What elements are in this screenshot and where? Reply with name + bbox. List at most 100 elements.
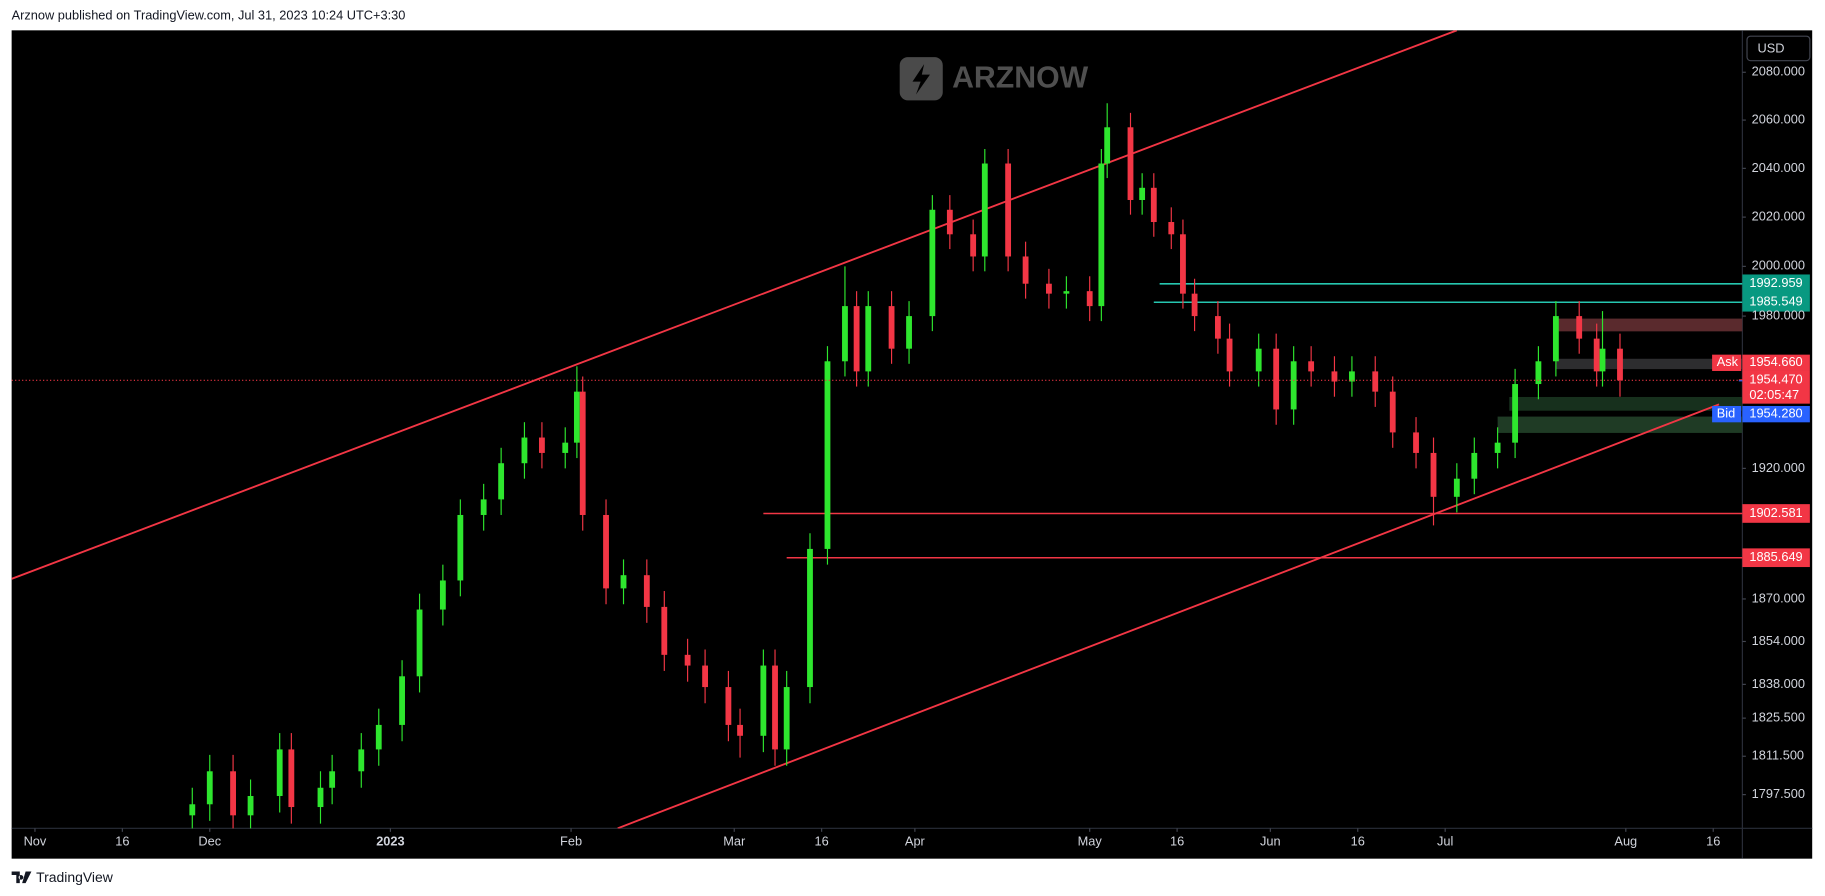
y-tick-label: 2080.000 [1752, 64, 1805, 79]
candle-body [643, 575, 650, 607]
candle-body [1063, 291, 1070, 294]
candle-body [620, 575, 627, 589]
candle-body [573, 391, 580, 443]
level-label-box [1742, 292, 1810, 312]
zone [1509, 396, 1743, 411]
bid-name-box [1712, 405, 1742, 423]
candle-body [807, 548, 813, 688]
watermark-bolt [912, 64, 930, 95]
ask-name: Ask [1717, 354, 1739, 369]
y-tick-label: 2060.000 [1752, 111, 1805, 126]
candle-body [1593, 338, 1600, 372]
x-tick-label: 2023 [376, 834, 404, 849]
candle-body [1617, 348, 1623, 381]
bid-name: Bid [1717, 406, 1735, 421]
countdown: 02:05:47 [1749, 387, 1799, 402]
candle-body [1535, 361, 1542, 385]
candle-body [772, 665, 778, 750]
candle-body [1226, 338, 1233, 372]
candle-body [865, 306, 872, 372]
ask-price-box [1742, 354, 1810, 371]
candle-body [399, 676, 405, 725]
candle-body [439, 580, 446, 610]
footer-text: TradingView [36, 869, 114, 885]
level-label-box [1742, 548, 1810, 568]
chart-background [11, 30, 1813, 859]
currency-button[interactable]: USD [1746, 35, 1811, 62]
axes: 2080.000 2060.000 2040.000 2020.000 2000.000… [24, 64, 1805, 849]
x-tick-label: Dec [198, 834, 221, 849]
candles [189, 103, 1623, 829]
candle-body [358, 749, 365, 772]
currency-button-box[interactable] [1746, 35, 1811, 62]
candle-body [539, 437, 545, 453]
y-tick-label: 2020.000 [1752, 208, 1805, 223]
candle-body [288, 749, 295, 808]
candle-body [1214, 316, 1221, 339]
candle-body [562, 442, 569, 453]
candle-body [1389, 391, 1396, 433]
candle-body [783, 687, 790, 750]
y-tick-label: 1838.000 [1752, 676, 1805, 691]
candle-body [725, 687, 732, 725]
candle-body [1471, 452, 1478, 479]
watermark-text: ARZNOW [952, 61, 1088, 94]
candle-body [1086, 291, 1093, 307]
candle-body [206, 771, 213, 805]
candle-body [1150, 187, 1157, 223]
publish-header: Arznow published on TradingView.com, Jul… [12, 8, 406, 23]
candle-body [1045, 283, 1052, 294]
level-label: 1992.959 [1749, 275, 1802, 290]
candle-body [1022, 256, 1029, 284]
candle-body [1273, 348, 1280, 410]
y-tick-label: 1870.000 [1752, 590, 1805, 605]
candle-body [579, 391, 586, 515]
last-price-label: 1954.470 [1749, 372, 1802, 387]
overlay: 1992.959 1985.549 1902.581 1885.649 1954.470… [11, 274, 1810, 568]
candle-body [1005, 163, 1012, 257]
candle-body [842, 306, 848, 362]
y-tick-label: 1854.000 [1752, 633, 1805, 648]
candle-body [230, 771, 236, 816]
candle-body [970, 234, 977, 257]
level-label-box [1742, 504, 1810, 523]
trendlines [11, 30, 1720, 829]
x-tick-label: 16 [1351, 834, 1365, 849]
currency-label[interactable]: USD [1757, 40, 1784, 55]
level-label-box [1742, 274, 1810, 294]
level-label: 1985.549 [1749, 294, 1802, 309]
candle-body [1453, 478, 1460, 497]
trendline [11, 30, 1458, 580]
candle-body [317, 787, 324, 808]
candle-body [1494, 442, 1501, 453]
candle-body [1104, 127, 1111, 164]
footer: TradingView [11, 869, 114, 885]
candle-body [661, 606, 668, 655]
y-tick-label: 1797.500 [1752, 786, 1805, 801]
bid-price: 1954.280 [1749, 406, 1802, 421]
zone [1555, 318, 1743, 332]
candle-body [946, 209, 953, 235]
x-tick-label: Mar [723, 834, 746, 849]
x-tick-label: Jun [1260, 834, 1281, 849]
candle-body [1331, 371, 1338, 382]
candle-body [853, 306, 860, 372]
candle-body [1255, 348, 1262, 372]
candle-body [888, 306, 895, 349]
footer-logo [11, 871, 32, 884]
trendline [617, 403, 1720, 829]
candle-body [1139, 187, 1146, 200]
candle-body [684, 654, 691, 666]
zone [1555, 358, 1743, 370]
x-tick-label: May [1078, 834, 1103, 849]
x-tick-label: Jul [1437, 834, 1453, 849]
candle-body [824, 361, 831, 549]
candle-body [1512, 384, 1519, 443]
x-tick-label: Nov [24, 834, 47, 849]
candle-body [1349, 371, 1355, 382]
candle-body [603, 514, 609, 589]
y-tick-label: 1825.500 [1752, 710, 1805, 725]
candle-body [1430, 452, 1437, 497]
zones [1497, 318, 1743, 433]
